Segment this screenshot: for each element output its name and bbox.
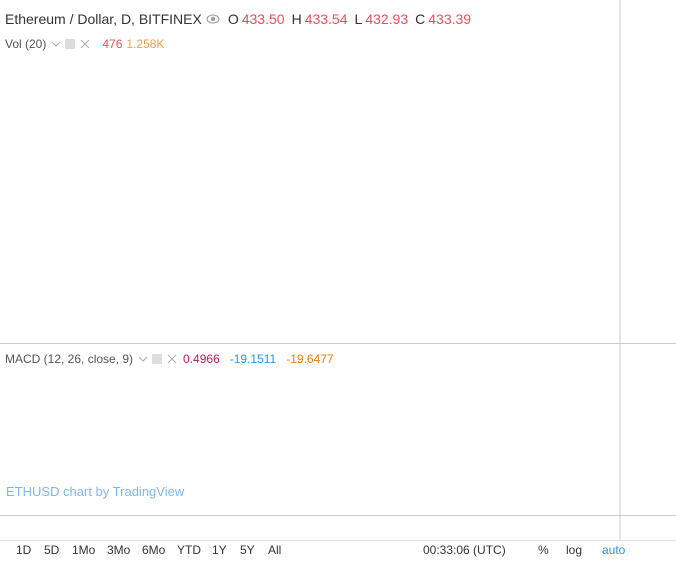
study-icons[interactable] xyxy=(50,38,92,50)
range-button[interactable]: YTD xyxy=(177,543,201,557)
scale-option[interactable]: log xyxy=(566,543,583,557)
price-legend: Ethereum / Dollar, D, BITFINEX O 433.50 H 4… xyxy=(5,11,471,27)
range-button[interactable]: 3Mo xyxy=(107,543,131,557)
ohlc-key: H xyxy=(291,11,302,27)
macd-values: 0.4966 -19.1511 -19.6477 xyxy=(183,352,334,366)
range-button[interactable]: 6Mo xyxy=(142,543,166,557)
macd-value: -19.6477 xyxy=(286,352,334,366)
ohlc-key: C xyxy=(415,11,426,27)
scale-option[interactable]: % xyxy=(538,543,549,557)
ohlc-value: 433.50 xyxy=(241,11,285,27)
symbol-title: Ethereum / Dollar, D, BITFINEX xyxy=(5,11,202,27)
study-icons[interactable] xyxy=(137,353,179,365)
macd-value: -19.1511 xyxy=(229,352,277,366)
ohlc-values: O 433.50 H 433.54 L 432.93 C 433.39 xyxy=(224,11,471,27)
ohlc-value: 432.93 xyxy=(365,11,409,27)
clock: 00:33:06 (UTC) xyxy=(423,543,506,557)
ohlc-value: 433.39 xyxy=(428,11,472,27)
eye-icon[interactable] xyxy=(206,13,220,25)
macd-title: MACD (12, 26, close, 9) xyxy=(5,352,134,366)
range-button[interactable]: 1Mo xyxy=(72,543,96,557)
macd-value: 0.4966 xyxy=(183,352,220,366)
range-button[interactable]: 5D xyxy=(44,543,60,557)
range-button[interactable]: 5Y xyxy=(240,543,255,557)
ohlc-key: L xyxy=(354,11,363,27)
volume-title: Vol (20) xyxy=(5,37,47,51)
range-button[interactable]: All xyxy=(268,543,282,557)
range-button[interactable]: 1D xyxy=(16,543,32,557)
ohlc-key: O xyxy=(227,11,239,27)
ohlc-value: 433.54 xyxy=(304,11,348,27)
scale-option[interactable]: auto xyxy=(602,543,626,557)
volume-ma-value: 1.258K xyxy=(126,37,165,51)
volume-value: 476 xyxy=(102,37,123,51)
volume-legend: Vol (20) 476 1.258K xyxy=(5,37,164,51)
range-button[interactable]: 1Y xyxy=(212,543,227,557)
watermark: ETHUSD chart by TradingView xyxy=(6,484,185,499)
macd-legend: MACD (12, 26, close, 9) 0.4966 -19.1511 -1… xyxy=(5,352,334,366)
